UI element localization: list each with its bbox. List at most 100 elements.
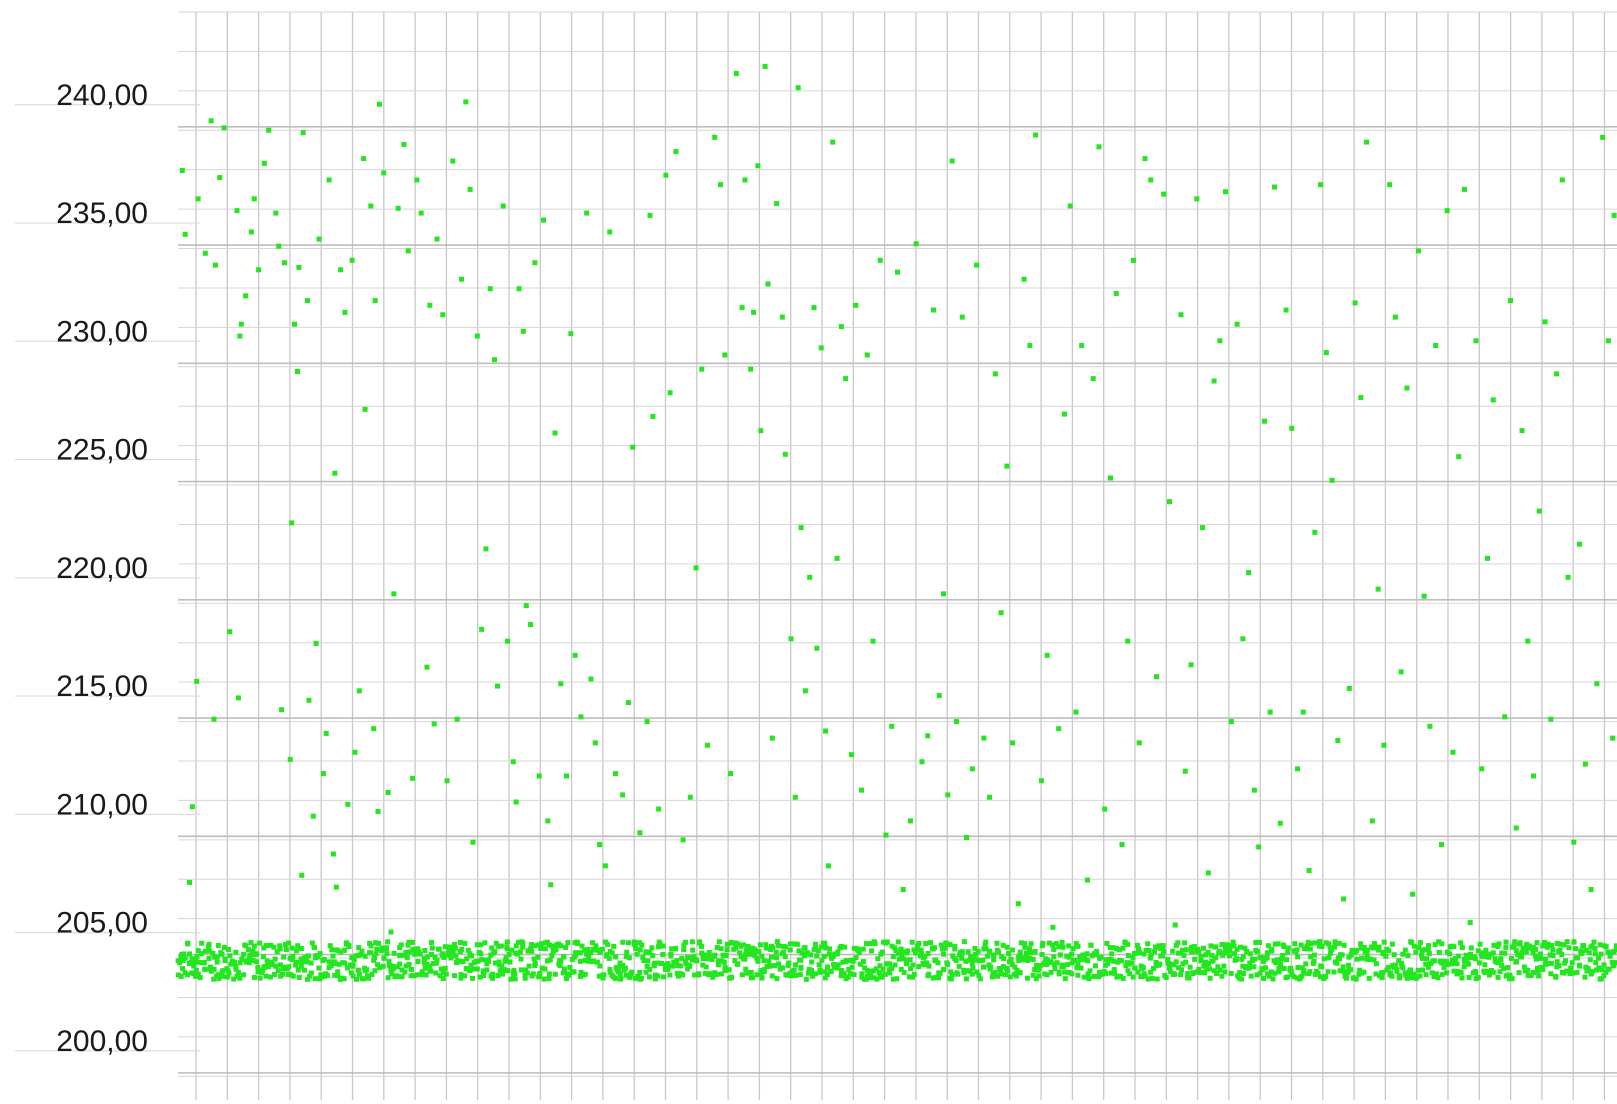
data-point: [410, 775, 416, 781]
data-point: [1410, 891, 1416, 897]
baseline-point: [645, 958, 651, 964]
data-point: [907, 818, 913, 824]
baseline-point: [1367, 956, 1373, 962]
data-point: [1323, 350, 1329, 356]
baseline-point: [295, 967, 301, 973]
baseline-point: [868, 971, 874, 977]
baseline-point: [998, 971, 1004, 977]
baseline-point: [408, 973, 414, 979]
baseline-point: [265, 964, 271, 970]
baseline-point: [1598, 951, 1604, 957]
data-point: [1484, 555, 1490, 561]
baseline-point: [440, 969, 446, 975]
data-point: [625, 700, 631, 706]
baseline-point: [474, 966, 480, 972]
data-point: [680, 837, 686, 843]
baseline-point: [367, 940, 373, 946]
baseline-point: [682, 939, 688, 945]
baseline-point: [746, 947, 752, 953]
data-point: [992, 371, 998, 377]
baseline-point: [1379, 975, 1385, 981]
baseline-point: [1557, 941, 1563, 947]
baseline-point: [544, 939, 550, 945]
baseline-point: [769, 954, 775, 960]
data-point: [1421, 593, 1427, 599]
baseline-point: [1384, 967, 1390, 973]
baseline-point: [1203, 952, 1209, 958]
baseline-point: [193, 973, 199, 979]
data-point: [705, 742, 711, 748]
baseline-point: [419, 972, 425, 978]
data-point: [248, 229, 254, 235]
baseline-point: [1216, 949, 1222, 955]
baseline-point: [335, 948, 341, 954]
data-point: [607, 229, 613, 235]
baseline-point: [289, 956, 295, 962]
data-point: [1166, 499, 1172, 505]
baseline-point: [634, 951, 640, 957]
baseline-point: [908, 966, 914, 972]
baseline-point: [368, 950, 374, 956]
baseline-point: [899, 949, 905, 955]
baseline-point: [206, 955, 212, 961]
data-point: [722, 352, 728, 358]
baseline-point: [1454, 971, 1460, 977]
baseline-point: [972, 945, 978, 951]
baseline-point: [1466, 955, 1472, 961]
data-point: [1312, 529, 1318, 535]
baseline-point: [469, 953, 475, 959]
baseline-point: [1509, 976, 1515, 982]
baseline-point: [871, 975, 877, 981]
data-point: [1010, 740, 1016, 746]
baseline-point: [478, 951, 484, 957]
baseline-point: [495, 973, 501, 979]
baseline-point: [1237, 969, 1243, 975]
baseline-point: [1307, 946, 1313, 952]
data-point: [494, 683, 500, 689]
baseline-point: [577, 973, 583, 979]
baseline-point: [699, 950, 705, 956]
baseline-point: [1406, 972, 1412, 978]
baseline-point: [680, 972, 686, 978]
baseline-point: [536, 942, 542, 948]
data-point: [987, 794, 993, 800]
baseline-point: [1140, 965, 1146, 971]
baseline-point: [582, 971, 588, 977]
baseline-point: [1425, 964, 1431, 970]
data-point: [1102, 806, 1108, 812]
baseline-point: [1439, 941, 1445, 947]
baseline-point: [1175, 940, 1181, 946]
baseline-point: [1562, 958, 1568, 964]
baseline-point: [593, 943, 599, 949]
baseline-point: [991, 957, 997, 963]
baseline-point: [728, 975, 734, 981]
baseline-point: [1200, 945, 1206, 951]
baseline-point: [1361, 944, 1367, 950]
baseline-point: [1261, 975, 1267, 981]
data-point: [276, 243, 282, 249]
data-point: [427, 302, 433, 308]
baseline-point: [976, 972, 982, 978]
baseline-point: [1183, 947, 1189, 953]
baseline-point: [364, 967, 370, 973]
baseline-point: [1523, 949, 1529, 955]
baseline-point: [524, 970, 530, 976]
baseline-point: [819, 957, 825, 963]
baseline-point: [894, 976, 900, 982]
baseline-point: [1288, 968, 1294, 974]
baseline-point: [767, 963, 773, 969]
baseline-point: [1419, 947, 1425, 953]
baseline-point: [1597, 942, 1603, 948]
baseline-point: [922, 953, 928, 959]
baseline-point: [983, 946, 989, 952]
baseline-point: [1559, 951, 1565, 957]
baseline-point: [317, 951, 323, 957]
y-tick-label: 230,00: [56, 315, 148, 348]
baseline-point: [1157, 961, 1163, 967]
baseline-point: [819, 944, 825, 950]
baseline-point: [195, 948, 201, 954]
baseline-point: [318, 974, 324, 980]
data-point: [279, 707, 285, 713]
baseline-point: [1195, 969, 1201, 975]
baseline-point: [1307, 969, 1313, 975]
